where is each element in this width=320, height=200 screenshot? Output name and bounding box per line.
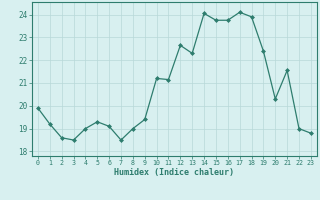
X-axis label: Humidex (Indice chaleur): Humidex (Indice chaleur) xyxy=(115,168,234,177)
